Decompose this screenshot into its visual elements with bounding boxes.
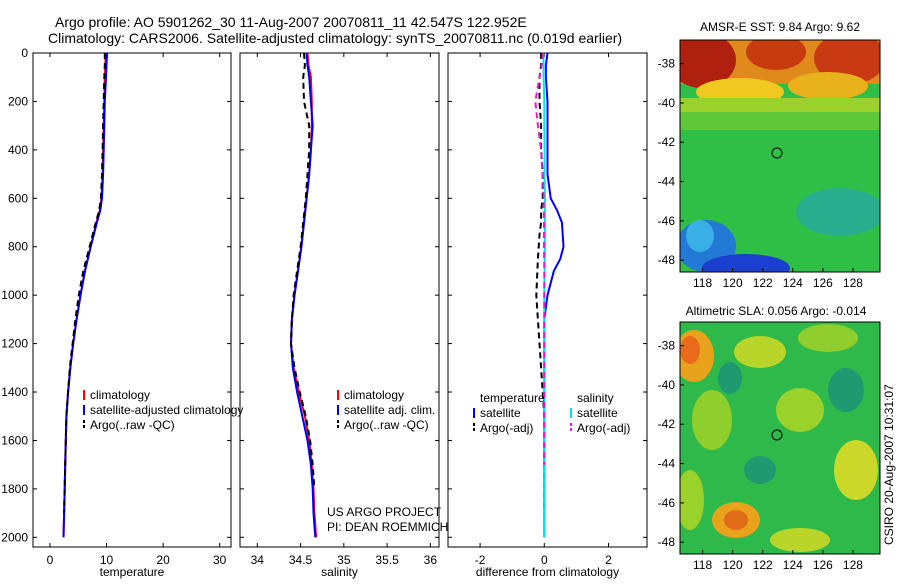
project-credit: US ARGO PROJECT (327, 505, 442, 519)
sst-heatmap (680, 40, 880, 272)
figure-title-line-2: Climatology: CARS2006. Satellite-adjuste… (48, 30, 622, 46)
map-x-tick-label: 126 (813, 558, 833, 572)
map-x-tick-label: 122 (753, 558, 773, 572)
sst-map-axes: 118 120 122 124 126 128 -38 -40 -42 -44 -46 -48 (658, 57, 864, 290)
map-y-tick-label: -48 (658, 253, 676, 267)
salinity-axes-frame (239, 52, 440, 548)
map-x-tick-label: 120 (723, 558, 743, 572)
y-tick-label: 600 (8, 191, 28, 205)
sla-heatmap (680, 322, 880, 554)
argo-series-line (289, 52, 316, 489)
salinity-sal_argo-series-line (534, 52, 546, 465)
y-tick-label: 800 (8, 240, 28, 254)
temperature-argo-series-line (535, 53, 546, 514)
legend-entry: Argo(..raw -QC) (344, 418, 429, 432)
map-y-tick-label: -42 (658, 135, 676, 149)
argo-series-line (63, 53, 106, 514)
sla-map-frame (679, 321, 881, 555)
x-tick-label: 2 (605, 553, 612, 567)
map-x-tick-label: 124 (783, 558, 803, 572)
map-x-tick-label: 128 (843, 276, 863, 290)
x-tick-label: 35 (337, 553, 351, 567)
legend-entry: Argo(..raw -QC) (90, 418, 175, 432)
map-y-tick-label: -46 (658, 214, 676, 228)
map-y-tick-label: -48 (658, 535, 676, 549)
figure-title-line-1: Argo profile: AO 5901262_30 11-Aug-2007 … (55, 14, 527, 30)
difference-x-axis-label: difference from climatology (476, 565, 619, 579)
x-tick-label: 34 (251, 553, 265, 567)
x-tick-label: 10 (100, 553, 114, 567)
argo-location-marker (771, 429, 783, 441)
legend-entry: satellite-adjusted climatology (90, 403, 243, 417)
sla-map-axes: 118 120 122 124 126 128 -38 -40 -42 -44 -46 -48 (658, 339, 864, 572)
legend-entry: satellite (480, 406, 521, 420)
map-y-tick-label: -42 (658, 417, 676, 431)
legend-group-heading: salinity (577, 391, 614, 405)
x-tick-label: 0 (47, 553, 54, 567)
map-x-tick-label: 120 (723, 276, 743, 290)
sla-map-title: Altimetric SLA: 0.056 Argo: -0.014 (686, 304, 867, 318)
x-tick-label: 30 (213, 553, 227, 567)
sst-map-panel: AMSR-E SST: 9.84 Argo: 9.62 118 120 122 124… (658, 20, 881, 290)
map-y-tick-label: -38 (658, 339, 676, 353)
y-tick-label: 2000 (1, 530, 28, 544)
satellite-series-line (62, 52, 109, 538)
map-y-tick-label: -40 (658, 378, 676, 392)
map-x-tick-label: 128 (843, 558, 863, 572)
timestamp-stamp: CSIRO 20-Aug-2007 10:31:07 (882, 384, 896, 545)
map-y-tick-label: -44 (658, 175, 676, 189)
legend-entry: Argo(-adj) (577, 421, 630, 435)
x-tick-label: 34.5 (289, 553, 313, 567)
x-tick-label: 36 (424, 553, 438, 567)
temperature-x-axis-label: temperature (100, 565, 165, 579)
map-y-tick-label: -44 (658, 457, 676, 471)
sst-map-frame (679, 39, 881, 273)
legend-entry: climatology (344, 388, 404, 402)
map-x-tick-label: 124 (783, 276, 803, 290)
x-tick-label: 35.5 (375, 553, 399, 567)
legend-entry: satellite adj. clim. (344, 403, 435, 417)
argo-location-marker (771, 147, 783, 159)
map-y-tick-label: -46 (658, 496, 676, 510)
legend-entry: satellite (577, 406, 618, 420)
y-tick-label: 1400 (1, 385, 28, 399)
y-tick-label: 1200 (1, 337, 28, 351)
y-tick-label: 200 (8, 94, 28, 108)
y-tick-label: 1800 (1, 482, 28, 496)
y-tick-label: 0 (21, 46, 28, 60)
legend-entry: Argo(-adj) (480, 421, 533, 435)
map-y-tick-label: -40 (658, 96, 676, 110)
y-tick-label: 1600 (1, 433, 28, 447)
x-tick-label: -2 (475, 553, 486, 567)
sst-map-title: AMSR-E SST: 9.84 Argo: 9.62 (700, 20, 860, 34)
map-x-tick-label: 118 (693, 558, 712, 572)
temperature-axes-frame (32, 52, 232, 548)
map-x-tick-label: 126 (813, 276, 833, 290)
map-x-tick-label: 122 (753, 276, 773, 290)
x-tick-label: 20 (156, 553, 170, 567)
legend-entry: climatology (90, 388, 150, 402)
pi-credit: PI: DEAN ROEMMICH (327, 520, 448, 534)
temperature-panel: 0 200 400 600 800 1000 1200 1400 1600 1800 2000 0 10… (1, 46, 243, 579)
x-tick-label: 0 (541, 553, 548, 567)
salinity-x-axis-label: salinity (321, 565, 358, 579)
salinity-panel: 34 34.5 35 35.5 36 salinity climatologysatelli… (239, 52, 440, 579)
y-tick-label: 400 (8, 143, 28, 157)
map-y-tick-label: -38 (658, 57, 676, 71)
temperature-satellite-series-line (543, 52, 565, 538)
y-tick-label: 1000 (1, 288, 28, 302)
legend-group-heading: temperature (480, 391, 545, 405)
sla-map-panel: Altimetric SLA: 0.056 Argo: -0.014 (658, 304, 881, 572)
map-x-tick-label: 118 (693, 276, 712, 290)
climatology-series-line (62, 53, 107, 538)
